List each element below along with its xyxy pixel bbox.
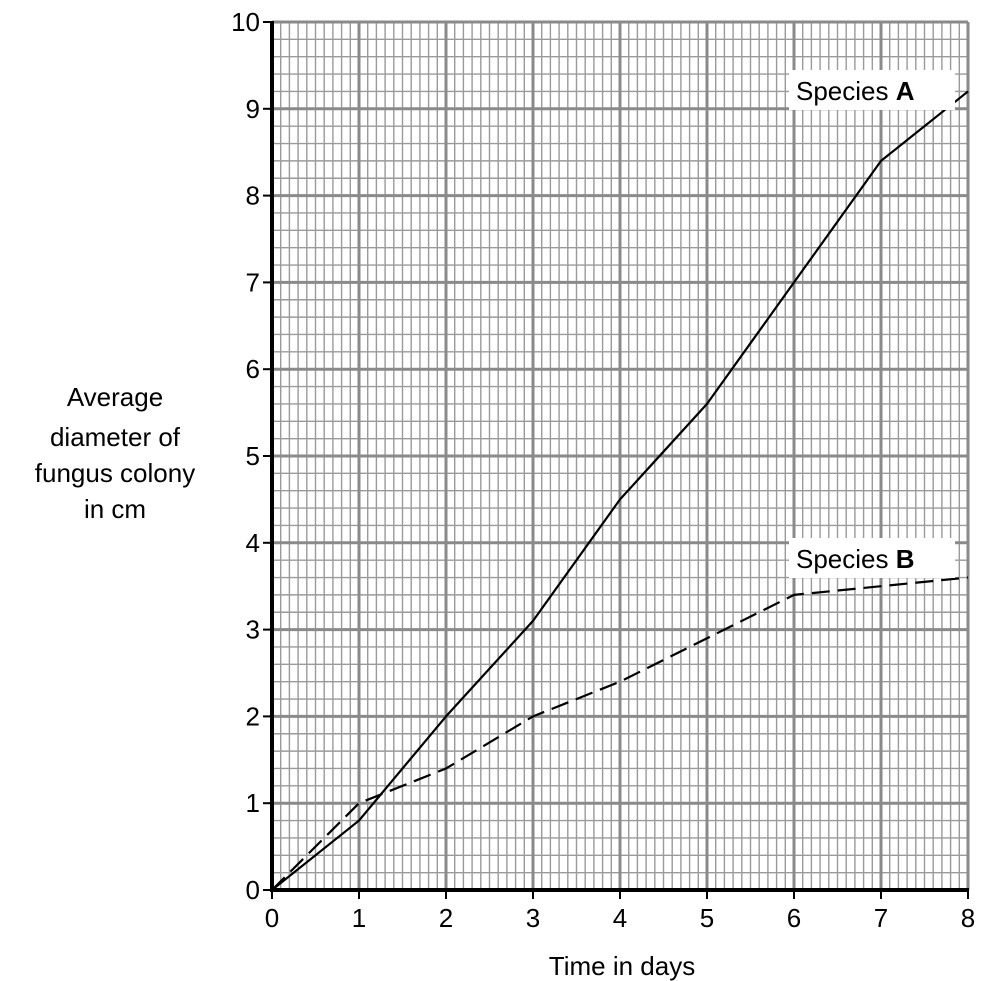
axes <box>263 21 969 899</box>
series-b-label-letter: B <box>896 544 915 574</box>
x-tick-label: 8 <box>961 903 975 933</box>
series-a-label-prefix: Species <box>796 76 896 106</box>
series-a-line <box>271 90 969 891</box>
x-tick-label: 1 <box>352 903 366 933</box>
y-tick-label: 2 <box>246 701 260 731</box>
y-axis-title: Average diameter of fungus colony in cm <box>35 382 195 524</box>
y-axis-title-line-4: in cm <box>84 494 146 524</box>
y-tick-label: 7 <box>246 267 260 297</box>
y-tick-label: 6 <box>246 354 260 384</box>
y-axis-title-line-1: Average <box>67 382 163 412</box>
y-axis-title-line-3: fungus colony <box>35 458 195 488</box>
y-tick-labels: 0 1 2 3 4 5 6 7 8 9 10 <box>231 7 260 905</box>
series-a-label-bg <box>789 70 955 110</box>
x-tick-label: 4 <box>613 903 627 933</box>
x-axis-title: Time in days <box>549 951 695 981</box>
y-tick-label: 1 <box>246 788 260 818</box>
x-tick-label: 2 <box>439 903 453 933</box>
x-tick-label: 7 <box>874 903 888 933</box>
series-b-line <box>271 576 969 891</box>
x-tick-label: 0 <box>265 903 279 933</box>
series-b-label-prefix: Species <box>796 544 896 574</box>
series-b-label-bg <box>789 538 955 578</box>
series-b-label: Species B <box>796 544 915 574</box>
series-a-label: Species A <box>796 76 915 106</box>
y-tick-label: 0 <box>246 875 260 905</box>
y-tick-label: 8 <box>246 181 260 211</box>
x-tick-label: 3 <box>526 903 540 933</box>
x-tick-label: 5 <box>700 903 714 933</box>
series-lines <box>271 90 969 891</box>
x-tick-label: 6 <box>787 903 801 933</box>
y-tick-label: 9 <box>246 94 260 124</box>
y-axis-title-line-2: diameter of <box>50 422 181 452</box>
y-tick-label: 5 <box>246 441 260 471</box>
series-a-label-letter: A <box>896 76 915 106</box>
y-tick-label: 3 <box>246 615 260 645</box>
y-tick-label: 10 <box>231 7 260 37</box>
y-tick-label: 4 <box>246 528 260 558</box>
x-tick-labels: 0 1 2 3 4 5 6 7 8 <box>265 903 975 933</box>
